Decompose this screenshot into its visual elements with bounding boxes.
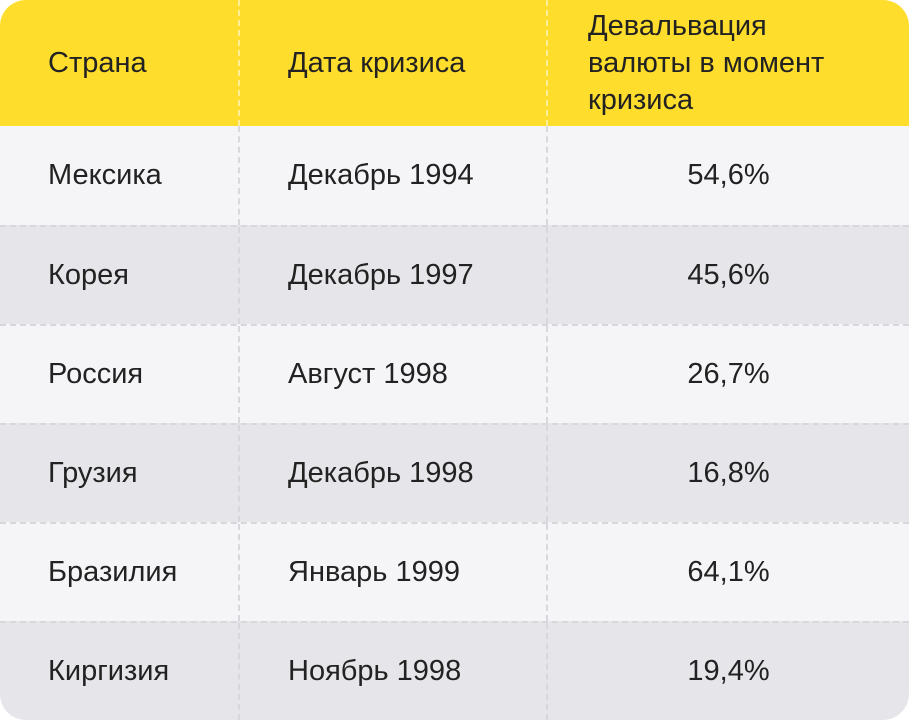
cell-crisis-date: Ноябрь 1998	[238, 623, 546, 720]
cell-crisis-date: Декабрь 1997	[238, 227, 546, 324]
table-header: Страна Дата кризиса Девальвация валюты в…	[0, 0, 909, 126]
cell-devaluation: 26,7%	[546, 326, 909, 423]
cell-devaluation: 54,6%	[546, 126, 909, 225]
table-row: Корея Декабрь 1997 45,6%	[0, 225, 909, 324]
cell-devaluation: 45,6%	[546, 227, 909, 324]
table-row: Бразилия Январь 1999 64,1%	[0, 522, 909, 621]
cell-country: Россия	[48, 358, 144, 390]
cell-crisis-date: Декабрь 1994	[238, 126, 546, 225]
cell-country: Грузия	[48, 457, 138, 489]
cell-country: Корея	[48, 259, 129, 291]
cell-devaluation: 19,4%	[546, 623, 909, 720]
cell-country: Бразилия	[48, 556, 178, 588]
header-devaluation: Девальвация валюты в момент кризиса	[546, 0, 909, 126]
table-row: Мексика Декабрь 1994 54,6%	[0, 126, 909, 225]
cell-crisis-date: Август 1998	[238, 326, 546, 423]
table-row: Киргизия Ноябрь 1998 19,4%	[0, 621, 909, 720]
cell-country: Киргизия	[48, 655, 170, 687]
header-country: Страна	[48, 46, 147, 79]
cell-crisis-date: Декабрь 1998	[238, 425, 546, 522]
table-row: Россия Август 1998 26,7%	[0, 324, 909, 423]
table-row: Грузия Декабрь 1998 16,8%	[0, 423, 909, 522]
cell-devaluation: 16,8%	[546, 425, 909, 522]
cell-country: Мексика	[48, 159, 162, 191]
cell-devaluation: 64,1%	[546, 524, 909, 621]
cell-crisis-date: Январь 1999	[238, 524, 546, 621]
header-crisis-date: Дата кризиса	[238, 0, 546, 126]
